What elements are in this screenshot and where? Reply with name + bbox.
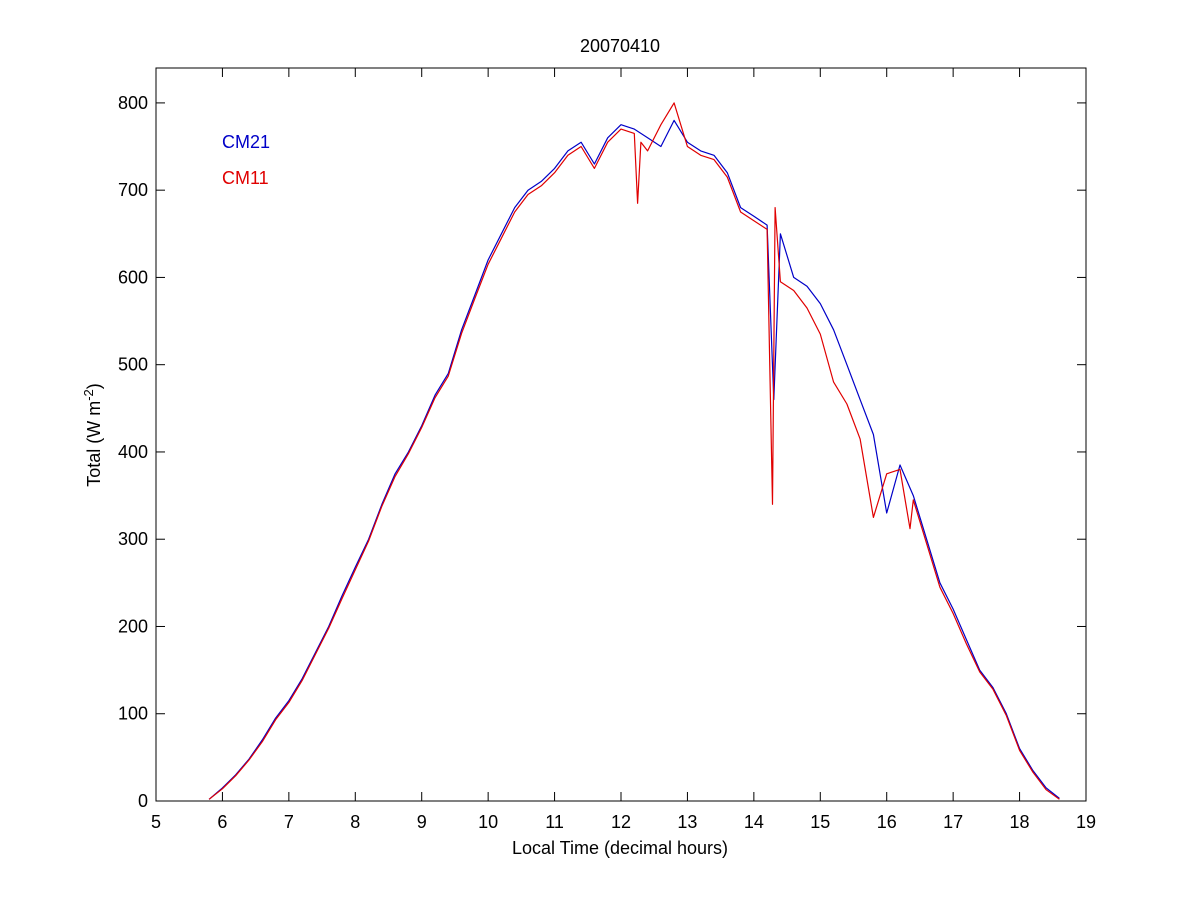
y-tick-label: 400 bbox=[118, 442, 148, 462]
y-tick-label: 0 bbox=[138, 791, 148, 811]
x-tick-label: 12 bbox=[611, 812, 631, 832]
x-tick-label: 7 bbox=[284, 812, 294, 832]
y-tick-label: 600 bbox=[118, 267, 148, 287]
legend-entry-cm21: CM21 bbox=[222, 132, 270, 152]
x-tick-label: 17 bbox=[943, 812, 963, 832]
x-tick-label: 11 bbox=[545, 812, 564, 832]
chart-title: 20070410 bbox=[580, 36, 660, 56]
y-tick-label: 100 bbox=[118, 704, 148, 724]
series-layer bbox=[208, 102, 1060, 800]
y-tick-label: 200 bbox=[118, 616, 148, 636]
legend: CM21 CM11 bbox=[222, 132, 270, 188]
y-tick-label: 800 bbox=[118, 93, 148, 113]
legend-entry-cm11: CM11 bbox=[222, 168, 269, 188]
x-tick-label: 9 bbox=[417, 812, 427, 832]
y-axis-ticks: 0 100 200 300 400 500 600 700 800 bbox=[118, 93, 1086, 811]
x-tick-label: 15 bbox=[810, 812, 830, 832]
x-tick-label: 6 bbox=[217, 812, 227, 832]
x-tick-label: 13 bbox=[677, 812, 697, 832]
y-axis-label-main: Total (W m bbox=[84, 401, 104, 487]
x-axis-label: Local Time (decimal hours) bbox=[512, 838, 728, 858]
y-axis-label: Total (W m-2) bbox=[81, 383, 104, 487]
y-axis-label-close: ) bbox=[84, 383, 104, 389]
x-tick-label: 14 bbox=[744, 812, 764, 832]
series-line-cm11 bbox=[208, 102, 1060, 800]
x-tick-label: 19 bbox=[1076, 812, 1096, 832]
y-tick-label: 300 bbox=[118, 529, 148, 549]
x-tick-label: 8 bbox=[350, 812, 360, 832]
x-tick-label: 16 bbox=[877, 812, 897, 832]
series-line-cm21 bbox=[208, 119, 1060, 800]
y-axis-label-superscript: -2 bbox=[81, 389, 96, 401]
x-tick-label: 18 bbox=[1010, 812, 1030, 832]
plot-area: 5 6 7 8 9 10 11 12 13 14 15 16 17 18 19 01002003004005… bbox=[118, 67, 1096, 832]
x-tick-label: 10 bbox=[478, 812, 498, 832]
y-tick-label: 700 bbox=[118, 180, 148, 200]
x-tick-label: 5 bbox=[151, 812, 161, 832]
x-axis-ticks: 5 6 7 8 9 10 11 12 13 14 15 16 17 18 19 bbox=[151, 68, 1096, 832]
y-tick-label: 500 bbox=[118, 355, 148, 375]
